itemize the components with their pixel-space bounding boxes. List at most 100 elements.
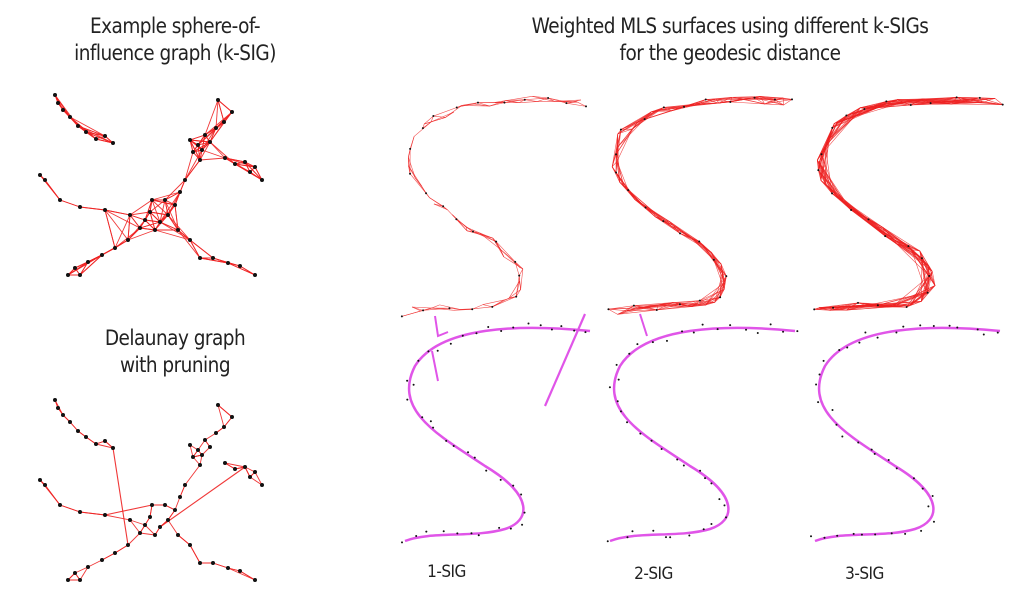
graph-node	[607, 308, 610, 311]
graph-edge	[492, 296, 517, 308]
graph-edge	[818, 170, 822, 181]
graph-edge	[508, 280, 520, 299]
graph-edge	[204, 127, 217, 136]
graph-edge	[95, 443, 114, 449]
graph-node	[956, 326, 959, 329]
graph-node	[835, 423, 838, 426]
graph-node	[111, 446, 115, 450]
graph-edge	[144, 199, 153, 221]
graph-edge	[877, 292, 928, 306]
graph-edge	[159, 191, 181, 223]
graph-edge	[39, 174, 61, 201]
graph-node	[38, 478, 42, 482]
graph-edge	[217, 404, 225, 428]
graph-edge	[617, 121, 639, 135]
graph-edge	[204, 111, 233, 136]
graph-node	[884, 235, 887, 238]
graph-edge	[433, 115, 446, 118]
graph-node	[456, 532, 459, 535]
graph-edge	[104, 504, 153, 516]
graph-node	[216, 403, 220, 407]
graph-edge	[129, 199, 153, 216]
graph-node	[409, 147, 412, 150]
graph-node	[73, 571, 77, 575]
graph-edge	[632, 107, 665, 130]
graph-edge	[129, 214, 141, 229]
graph-edge	[149, 211, 169, 216]
graph-node	[628, 352, 631, 355]
graph-node	[238, 569, 242, 573]
graph-node	[58, 198, 62, 202]
graph-node	[491, 305, 494, 308]
graph-edge	[209, 127, 217, 143]
graph-node	[867, 218, 870, 221]
graph-node	[873, 452, 876, 455]
graph-node	[498, 526, 501, 529]
graph-node	[406, 398, 409, 401]
graph-edge	[167, 509, 176, 521]
graph-node	[926, 291, 929, 294]
graph-edge	[149, 199, 166, 213]
graph-edge	[95, 138, 114, 144]
graph-node	[208, 140, 212, 144]
graph-edge	[453, 308, 473, 311]
graph-node	[662, 220, 665, 223]
graph-node	[852, 532, 855, 535]
graph-node	[73, 266, 77, 270]
graph-node	[996, 331, 999, 334]
graph-edge	[477, 102, 490, 107]
graph-node	[890, 532, 893, 535]
graph-edge	[101, 552, 116, 561]
graph-node	[153, 533, 157, 537]
graph-edge	[818, 162, 837, 196]
graph-node	[688, 534, 691, 537]
graph-edge	[731, 96, 745, 100]
graph-edge	[201, 127, 217, 151]
graph-edge	[500, 249, 521, 268]
graph-node	[432, 115, 435, 118]
graph-edge	[144, 219, 161, 223]
graph-node	[43, 178, 47, 182]
graph-edge	[519, 281, 521, 290]
graph-node	[921, 487, 924, 490]
graph-node	[103, 513, 107, 517]
graph-node	[698, 240, 701, 243]
graph-edge	[857, 302, 911, 306]
graph-edge	[44, 484, 61, 506]
graph-edge	[691, 300, 700, 307]
graph-node	[902, 325, 905, 328]
graph-node	[455, 106, 458, 109]
graph-edge	[215, 99, 219, 129]
graph-edge	[127, 229, 156, 241]
graph-edge	[514, 261, 524, 270]
graph-edge	[234, 163, 256, 168]
graph-edge	[201, 149, 226, 159]
graph-edge	[655, 216, 670, 222]
graph-edge	[857, 302, 866, 306]
graph-edge	[860, 101, 887, 108]
graph-edge	[189, 239, 214, 259]
graph-edge	[928, 275, 936, 286]
graph-edge	[711, 252, 722, 265]
graph-edge	[699, 300, 715, 303]
graph-edge	[184, 464, 201, 486]
graph-node	[521, 523, 524, 526]
graph-edge	[429, 197, 448, 210]
graph-node	[1001, 103, 1004, 106]
graph-node	[233, 467, 237, 471]
graph-node	[643, 118, 646, 121]
graph-edge	[705, 99, 719, 104]
graph-node	[103, 134, 107, 138]
graph-node	[817, 401, 820, 404]
graph-edge	[515, 281, 520, 297]
graph-node	[84, 435, 88, 439]
graph-edge	[184, 149, 203, 181]
graph-node	[904, 532, 907, 535]
graph-edge	[500, 249, 505, 258]
graph-edge	[832, 108, 865, 129]
graph-edge	[249, 476, 263, 486]
column-label-1: 1-SIG	[427, 562, 466, 582]
graph-edge	[656, 303, 680, 311]
graph-edge	[833, 306, 888, 309]
graph-node	[887, 458, 890, 461]
